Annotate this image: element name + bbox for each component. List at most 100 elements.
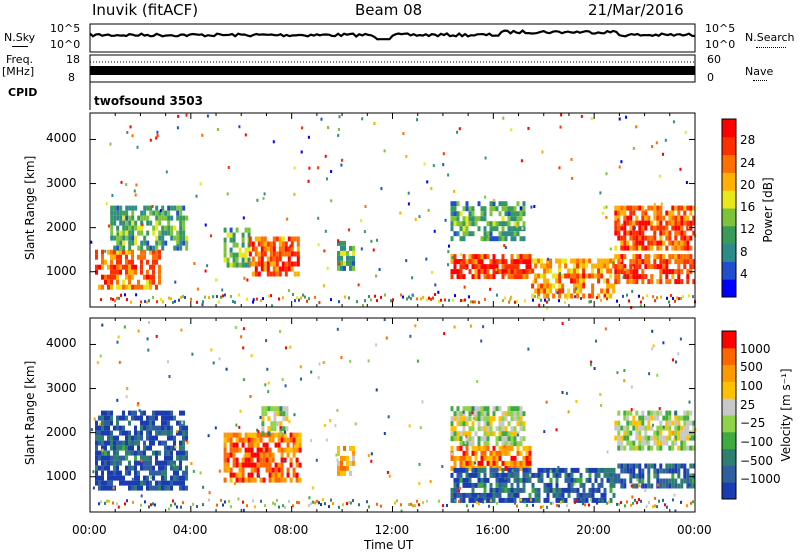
velocity-cell: [513, 477, 517, 483]
velocity-echo: [92, 486, 95, 490]
power-cell: [134, 240, 138, 246]
velocity-cell: [285, 406, 289, 412]
velocity-cell: [247, 442, 251, 448]
velocity-cell: [268, 437, 272, 443]
power-cell: [656, 279, 660, 285]
velocity-cell: [179, 480, 182, 486]
power-cell: [653, 230, 657, 236]
velocity-cell: [173, 415, 176, 421]
velocity-cell: [110, 460, 113, 466]
power-cell: [152, 274, 155, 280]
power-cell: [468, 231, 472, 237]
velocity-cell: [134, 440, 137, 446]
velocity-cell: [170, 430, 173, 436]
power-cell: [247, 257, 251, 263]
velocity-cell: [280, 457, 284, 463]
velocity-cell: [623, 468, 627, 474]
power-cell: [146, 215, 150, 221]
velocity-cell: [686, 435, 690, 441]
power-echo: [341, 158, 343, 162]
velocity-echo: [310, 370, 313, 374]
velocity-cell: [677, 420, 681, 426]
power-cell: [498, 231, 502, 237]
velocity-cell: [614, 425, 618, 431]
power-echo: [338, 115, 341, 119]
velocity-cell: [638, 435, 642, 441]
velocity-cell: [282, 406, 286, 412]
velocity-cell: [486, 497, 490, 503]
power-cell: [146, 220, 150, 226]
velocity-cell: [635, 410, 639, 416]
velocity-cell: [253, 442, 257, 448]
velocity-cell: [253, 437, 257, 443]
velocity-cell: [276, 411, 280, 417]
power-cell: [498, 221, 502, 227]
velocity-echo: [212, 361, 215, 365]
velocity-cell: [495, 460, 499, 466]
power-cell: [671, 220, 675, 226]
power-echo: [322, 284, 325, 288]
velocity-ground-scatter: [602, 499, 604, 503]
velocity-cell: [507, 411, 511, 417]
velocity-cell: [104, 440, 107, 446]
power-cell: [113, 205, 117, 211]
velocity-cell: [659, 440, 663, 446]
velocity-cell: [140, 485, 143, 491]
velocity-echo: [131, 477, 134, 481]
velocity-echo: [370, 459, 373, 463]
power-cell: [340, 245, 343, 251]
power-echo: [141, 223, 144, 227]
power-cell: [125, 210, 129, 216]
power-cell: [155, 220, 159, 226]
velocity-cell: [456, 492, 460, 498]
power-cell: [617, 205, 621, 211]
velocity-ground-scatter: [252, 499, 254, 503]
velocity-ground-scatter: [350, 501, 352, 505]
velocity-cell: [143, 425, 146, 431]
power-ground-scatter: [238, 293, 240, 297]
velocity-cell: [253, 462, 257, 468]
velocity-cell: [659, 478, 663, 484]
power-cell: [656, 210, 660, 216]
power-echo: [618, 117, 621, 121]
velocity-cell: [238, 432, 242, 438]
velocity-cell: [182, 410, 185, 416]
velocity-colorbar-swatch: [722, 431, 736, 450]
power-echo: [444, 218, 447, 222]
velocity-cell: [677, 463, 681, 469]
velocity-cell: [471, 492, 475, 498]
power-cell: [641, 235, 645, 241]
power-ground-scatter: [666, 296, 668, 300]
velocity-ground-scatter: [358, 503, 360, 507]
power-cell: [507, 274, 511, 280]
velocity-cell: [468, 455, 472, 461]
power-ground-scatter: [178, 298, 180, 302]
power-cell: [519, 269, 523, 275]
velocity-echo: [555, 428, 558, 432]
velocity-cell: [474, 416, 478, 422]
power-colorbar-swatch: [722, 208, 736, 227]
power-cell: [128, 269, 131, 275]
velocity-cell: [522, 445, 526, 451]
power-cell: [513, 211, 517, 217]
velocity-cell: [516, 411, 520, 417]
power-cell: [495, 221, 499, 227]
power-cell: [567, 268, 571, 274]
velocity-ground-scatter: [298, 501, 300, 505]
power-echo: [460, 253, 462, 257]
power-cell: [501, 269, 505, 275]
power-echo: [317, 166, 320, 170]
velocity-cell: [677, 425, 681, 431]
power-cell: [483, 264, 487, 270]
velocity-cell: [268, 447, 272, 453]
power-cell: [638, 254, 642, 260]
velocity-cell: [629, 473, 633, 479]
power-cell: [113, 220, 117, 226]
velocity-cell: [131, 415, 134, 421]
power-cell: [125, 215, 129, 221]
velocity-cell: [629, 420, 633, 426]
power-cell: [510, 226, 514, 232]
power-cell: [474, 259, 478, 265]
velocity-cell: [226, 432, 230, 438]
velocity-cell: [471, 472, 475, 478]
